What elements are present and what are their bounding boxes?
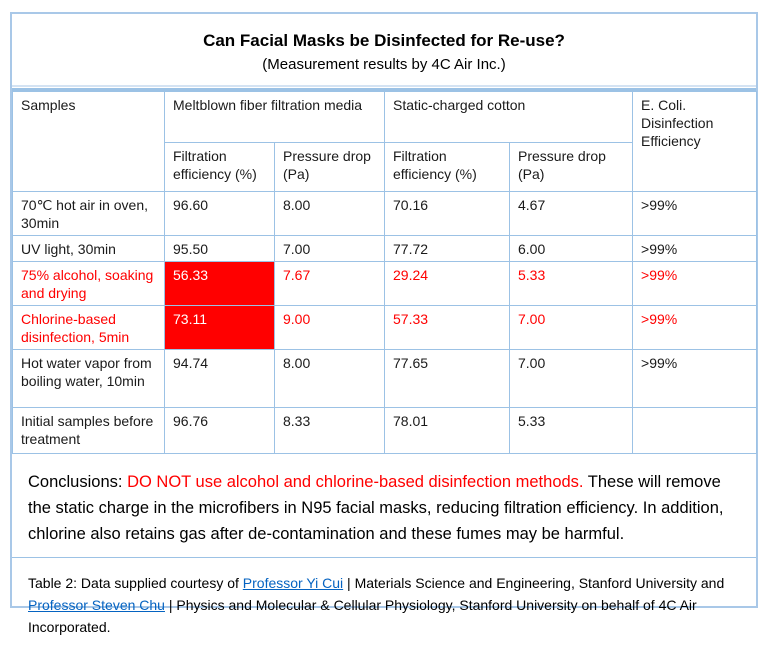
cell-ecoli bbox=[632, 407, 758, 454]
cell-mb-filtration: 95.50 bbox=[164, 235, 275, 262]
link-professor-steven-chu[interactable]: Professor Steven Chu bbox=[28, 597, 165, 613]
cell-sc-pressure: 6.00 bbox=[508, 235, 634, 262]
cell-sc-filtration: 29.24 bbox=[384, 261, 510, 306]
cell-sc-filtration: 77.72 bbox=[384, 235, 510, 262]
cell-mb-pressure: 7.00 bbox=[274, 235, 385, 262]
cell-ecoli: >99% bbox=[632, 261, 758, 306]
table-row-hot-air: 70℃ hot air in oven, 30min 96.60 8.00 70… bbox=[12, 191, 758, 236]
table-row-initial-samples: Initial samples before treatment 96.76 8… bbox=[12, 407, 758, 454]
results-table: Samples Meltblown fiber filtration media… bbox=[12, 91, 758, 454]
cell-mb-filtration: 96.76 bbox=[164, 407, 275, 454]
cell-sc-pressure: 5.33 bbox=[508, 261, 634, 306]
row-label: Hot water vapor from boiling water, 10mi… bbox=[12, 349, 165, 408]
cell-ecoli: >99% bbox=[632, 191, 758, 236]
page-subtitle: (Measurement results by 4C Air Inc.) bbox=[262, 56, 506, 73]
subheader-sc-pressure: Pressure drop (Pa) bbox=[508, 142, 634, 192]
cell-sc-pressure: 7.00 bbox=[508, 305, 634, 350]
row-label: 70℃ hot air in oven, 30min bbox=[12, 191, 165, 236]
cell-mb-pressure: 8.33 bbox=[274, 407, 385, 454]
row-label: 75% alcohol, soaking and drying bbox=[12, 261, 165, 306]
column-header-meltblown: Meltblown fiber filtration media bbox=[164, 91, 385, 143]
subheader-mb-pressure: Pressure drop (Pa) bbox=[274, 142, 385, 192]
cell-ecoli: >99% bbox=[632, 235, 758, 262]
cell-sc-filtration: 77.65 bbox=[384, 349, 510, 408]
subheader-mb-filtration: Filtration efficiency (%) bbox=[164, 142, 275, 192]
header-sub-row: Filtration efficiency (%) Pressure drop … bbox=[13, 142, 757, 192]
column-header-static-cotton: Static-charged cotton bbox=[383, 91, 634, 143]
document-frame: Can Facial Masks be Disinfected for Re-u… bbox=[10, 12, 758, 635]
subheader-sc-filtration: Filtration efficiency (%) bbox=[384, 142, 510, 192]
conclusions-block: Conclusions: DO NOT use alcohol and chlo… bbox=[12, 454, 756, 557]
cell-mb-pressure: 9.00 bbox=[274, 305, 385, 350]
title-divider bbox=[12, 85, 756, 91]
link-professor-yi-cui[interactable]: Professor Yi Cui bbox=[242, 575, 344, 591]
row-label: UV light, 30min bbox=[12, 235, 165, 262]
conclusions-lead: Conclusions: bbox=[28, 473, 128, 491]
cell-mb-pressure: 7.67 bbox=[274, 261, 385, 306]
table-row-alcohol: 75% alcohol, soaking and drying 56.33 7.… bbox=[12, 261, 758, 306]
cell-sc-filtration: 70.16 bbox=[384, 191, 510, 236]
column-header-samples: Samples bbox=[12, 91, 165, 192]
conclusions-rest: These will remove the static charge in t… bbox=[28, 473, 724, 543]
cell-sc-filtration: 78.01 bbox=[384, 407, 510, 454]
caption-text: Table 2: Data supplied courtesy of bbox=[28, 575, 243, 591]
cell-mb-filtration: 96.60 bbox=[164, 191, 275, 236]
column-header-ecoli: E. Coli. Disinfection Efficiency bbox=[632, 91, 758, 192]
page-title: Can Facial Masks be Disinfected for Re-u… bbox=[203, 31, 565, 50]
cell-ecoli: >99% bbox=[632, 305, 758, 350]
cell-sc-pressure: 7.00 bbox=[508, 349, 634, 408]
table-row-hot-water-vapor: Hot water vapor from boiling water, 10mi… bbox=[12, 349, 758, 408]
table-caption: Table 2: Data supplied courtesy of Profe… bbox=[12, 557, 756, 648]
cell-mb-pressure: 8.00 bbox=[274, 349, 385, 408]
cell-sc-filtration: 57.33 bbox=[384, 305, 510, 350]
header-group-row: Samples Meltblown fiber filtration media… bbox=[12, 91, 758, 192]
cell-ecoli: >99% bbox=[632, 349, 758, 408]
conclusions-warning: DO NOT use alcohol and chlorine-based di… bbox=[127, 473, 584, 491]
cell-mb-filtration-highlighted: 56.33 bbox=[164, 261, 275, 306]
table-row-uv-light: UV light, 30min 95.50 7.00 77.72 6.00 >9… bbox=[12, 235, 758, 262]
title-block: Can Facial Masks be Disinfected for Re-u… bbox=[12, 14, 756, 85]
cell-sc-pressure: 5.33 bbox=[508, 407, 634, 454]
row-label: Initial samples before treatment bbox=[12, 407, 165, 454]
cell-mb-filtration: 94.74 bbox=[164, 349, 275, 408]
cell-sc-pressure: 4.67 bbox=[508, 191, 634, 236]
table-row-chlorine: Chlorine-based disinfection, 5min 73.11 … bbox=[12, 305, 758, 350]
cell-mb-pressure: 8.00 bbox=[274, 191, 385, 236]
caption-text: | Materials Science and Engineering, Sta… bbox=[343, 575, 725, 591]
cell-mb-filtration-highlighted: 73.11 bbox=[164, 305, 275, 350]
row-label: Chlorine-based disinfection, 5min bbox=[12, 305, 165, 350]
